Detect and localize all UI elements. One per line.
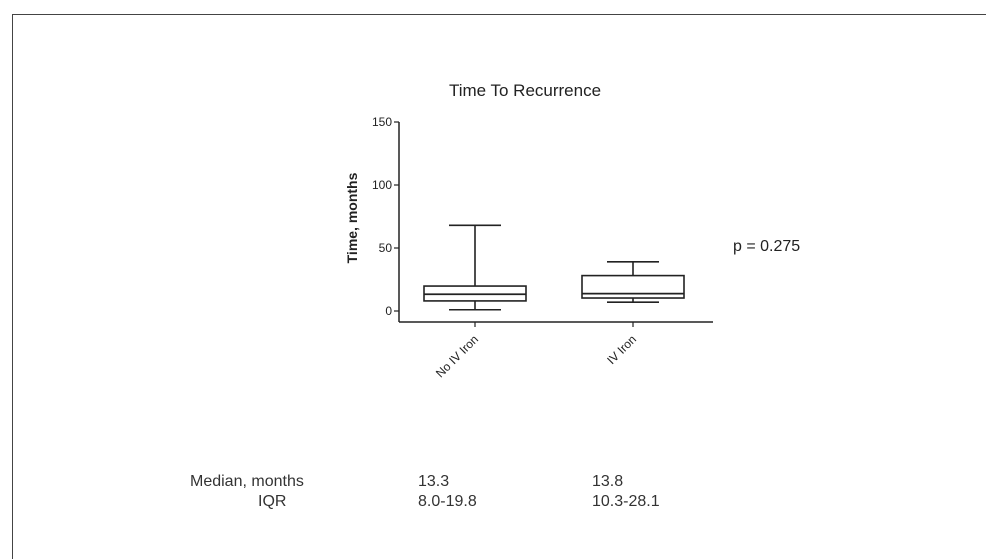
p-value-annotation: p = 0.275 xyxy=(733,238,800,255)
box-iv-iron xyxy=(581,261,685,303)
box-no-iv-iron xyxy=(423,224,527,311)
y-tick-label-0: 0 xyxy=(385,304,392,318)
median-value-iv-iron: 13.8 xyxy=(592,473,624,490)
iqr-value-no-iv-iron: 8.0-19.8 xyxy=(418,493,477,510)
y-tick-label-50: 50 xyxy=(379,241,393,255)
y-tick-label-100: 100 xyxy=(372,178,392,192)
x-tick-label-iv-iron: IV Iron xyxy=(604,332,639,367)
median-value-no-iv-iron: 13.3 xyxy=(418,473,450,490)
x-tick-label-no-iv-iron: No IV Iron xyxy=(433,332,481,380)
y-axis-label: Time, months xyxy=(344,172,360,263)
boxes xyxy=(423,224,685,311)
iqr-box xyxy=(581,274,685,299)
median-label: Median, months xyxy=(190,473,304,490)
axes: 0 50 100 150 No IV Iron IV Iron xyxy=(372,115,713,380)
figure-frame xyxy=(12,14,986,559)
y-tick-label-150: 150 xyxy=(372,115,392,129)
iqr-label: IQR xyxy=(258,493,287,510)
chart-title: Time To Recurrence xyxy=(449,81,601,100)
iqr-value-iv-iron: 10.3-28.1 xyxy=(592,493,660,510)
